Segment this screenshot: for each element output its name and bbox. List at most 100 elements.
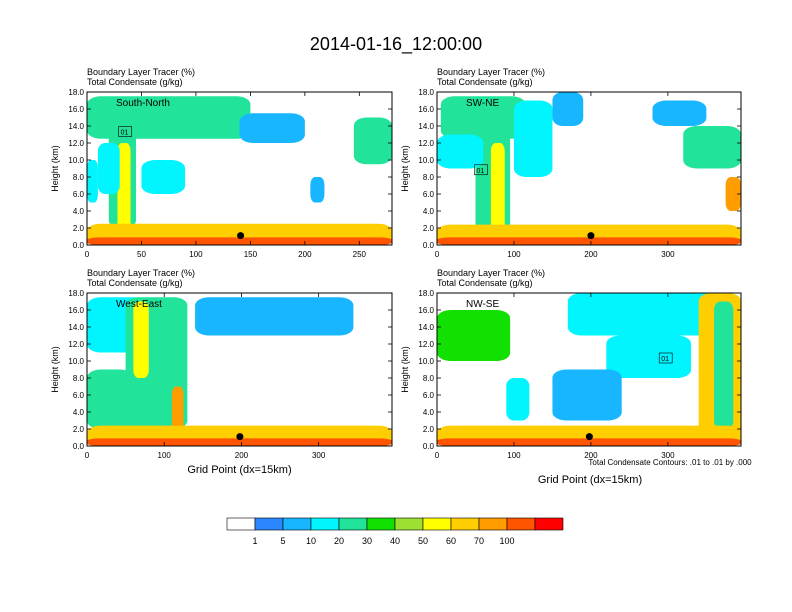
y-tick-label: 14.0: [68, 323, 84, 332]
field-region: [490, 143, 505, 245]
field-region: [683, 126, 741, 169]
y-tick-label: 12.0: [418, 340, 434, 349]
y-tick-label: 6.0: [423, 391, 435, 400]
y-axis-label: Height (km): [400, 145, 410, 192]
x-tick-label: 200: [584, 250, 598, 259]
y-tick-label: 6.0: [73, 190, 85, 199]
y-tick-label: 16.0: [68, 306, 84, 315]
colorbar-swatch: [506, 517, 536, 531]
colorbar-label: 30: [362, 536, 372, 546]
panel-title-line1: Boundary Layer Tracer (%): [437, 67, 545, 77]
y-tick-label: 2.0: [423, 224, 435, 233]
contour-label-box: [118, 126, 132, 137]
field-region: [195, 297, 354, 336]
plot-frame: [86, 91, 393, 246]
x-tick-label: 0: [435, 250, 440, 259]
panel-title-line1: Boundary Layer Tracer (%): [87, 67, 195, 77]
panel-title-line1: Boundary Layer Tracer (%): [87, 268, 195, 278]
colorbar-swatch: [478, 517, 508, 531]
panel-1: Boundary Layer Tracer (%)Total Condensat…: [400, 67, 742, 259]
field-region: [506, 378, 530, 421]
colorbar-swatch: [310, 517, 340, 531]
y-axis-label: Height (km): [400, 346, 410, 393]
field-region: [87, 237, 392, 245]
location-marker: [587, 232, 595, 240]
colorbar-swatch: [366, 517, 396, 531]
field-region: [239, 113, 305, 143]
x-tick-label: 200: [298, 250, 312, 259]
x-tick-label: 100: [507, 451, 521, 460]
y-tick-label: 0.0: [73, 241, 85, 250]
y-tick-label: 4.0: [423, 207, 435, 216]
y-tick-label: 18.0: [418, 88, 434, 97]
field-region: [97, 143, 120, 194]
x-axis-label-right: Grid Point (dx=15km): [538, 474, 642, 486]
contour-label: 01: [661, 356, 669, 363]
x-tick-label: 0: [85, 451, 90, 460]
x-tick-label: 100: [158, 451, 172, 460]
x-tick-label: 300: [661, 451, 675, 460]
panel-2: Boundary Layer Tracer (%)Total Condensat…: [50, 268, 393, 476]
panel-title-line1: Boundary Layer Tracer (%): [437, 268, 545, 278]
colorbar-swatch: [534, 517, 564, 531]
field-region: [87, 438, 392, 446]
location-marker: [585, 433, 593, 441]
y-tick-label: 14.0: [68, 122, 84, 131]
field-region: [552, 92, 584, 126]
field-region: [437, 310, 511, 361]
x-axis-label-left: Grid Point (dx=15km): [187, 464, 291, 476]
y-tick-label: 18.0: [418, 289, 434, 298]
x-tick-label: 100: [189, 250, 203, 259]
contour-label: 01: [121, 130, 129, 137]
y-tick-label: 8.0: [423, 173, 435, 182]
panel-title-line2: Total Condensate (g/kg): [437, 77, 533, 87]
field-region: [606, 335, 691, 378]
colorbar-label: 100: [499, 536, 514, 546]
field-region: [714, 301, 734, 429]
colorbar-label: 60: [446, 536, 456, 546]
field-region: [437, 438, 741, 446]
y-tick-label: 10.0: [68, 156, 84, 165]
colorbar-label: 40: [390, 536, 400, 546]
colorbar-label: 1: [252, 536, 257, 546]
y-tick-label: 6.0: [73, 391, 85, 400]
y-tick-label: 16.0: [418, 105, 434, 114]
contour-label-box: [658, 352, 673, 364]
y-tick-label: 2.0: [73, 224, 85, 233]
field-region: [141, 160, 186, 194]
panel-title-line2: Total Condensate (g/kg): [87, 77, 183, 87]
panels-group: Boundary Layer Tracer (%)Total Condensat…: [50, 67, 742, 476]
field-region: [310, 177, 325, 203]
colorbar-swatch: [338, 517, 368, 531]
y-tick-label: 8.0: [423, 374, 435, 383]
x-tick-label: 0: [435, 451, 440, 460]
y-tick-label: 10.0: [68, 357, 84, 366]
y-tick-label: 16.0: [68, 105, 84, 114]
colorbar-label: 5: [280, 536, 285, 546]
x-tick-label: 0: [85, 250, 90, 259]
plot-frame: [86, 292, 393, 447]
y-axis-label: Height (km): [50, 346, 60, 393]
field-region: [117, 143, 131, 245]
y-tick-label: 0.0: [423, 241, 435, 250]
colorbar-swatch: [422, 517, 452, 531]
colorbar-label: 10: [306, 536, 316, 546]
panel-title-line2: Total Condensate (g/kg): [437, 278, 533, 288]
colorbar-swatch: [254, 517, 284, 531]
field-region: [513, 100, 553, 177]
y-tick-label: 0.0: [423, 442, 435, 451]
y-tick-label: 14.0: [418, 122, 434, 131]
colorbar-swatch: [394, 517, 424, 531]
panel-label: South-North: [116, 98, 170, 109]
field-region: [353, 117, 392, 165]
panel-0: Boundary Layer Tracer (%)Total Condensat…: [50, 67, 393, 259]
y-tick-label: 12.0: [418, 139, 434, 148]
panel-label: SW-NE: [466, 98, 499, 109]
panel-title-line2: Total Condensate (g/kg): [87, 278, 183, 288]
colorbar-label: 50: [418, 536, 428, 546]
field-region: [725, 177, 741, 211]
y-tick-label: 2.0: [423, 425, 435, 434]
location-marker: [237, 232, 245, 240]
colorbar: 1 5 10 20 30 40 50 60 70 100: [226, 517, 564, 546]
x-tick-label: 150: [244, 250, 258, 259]
